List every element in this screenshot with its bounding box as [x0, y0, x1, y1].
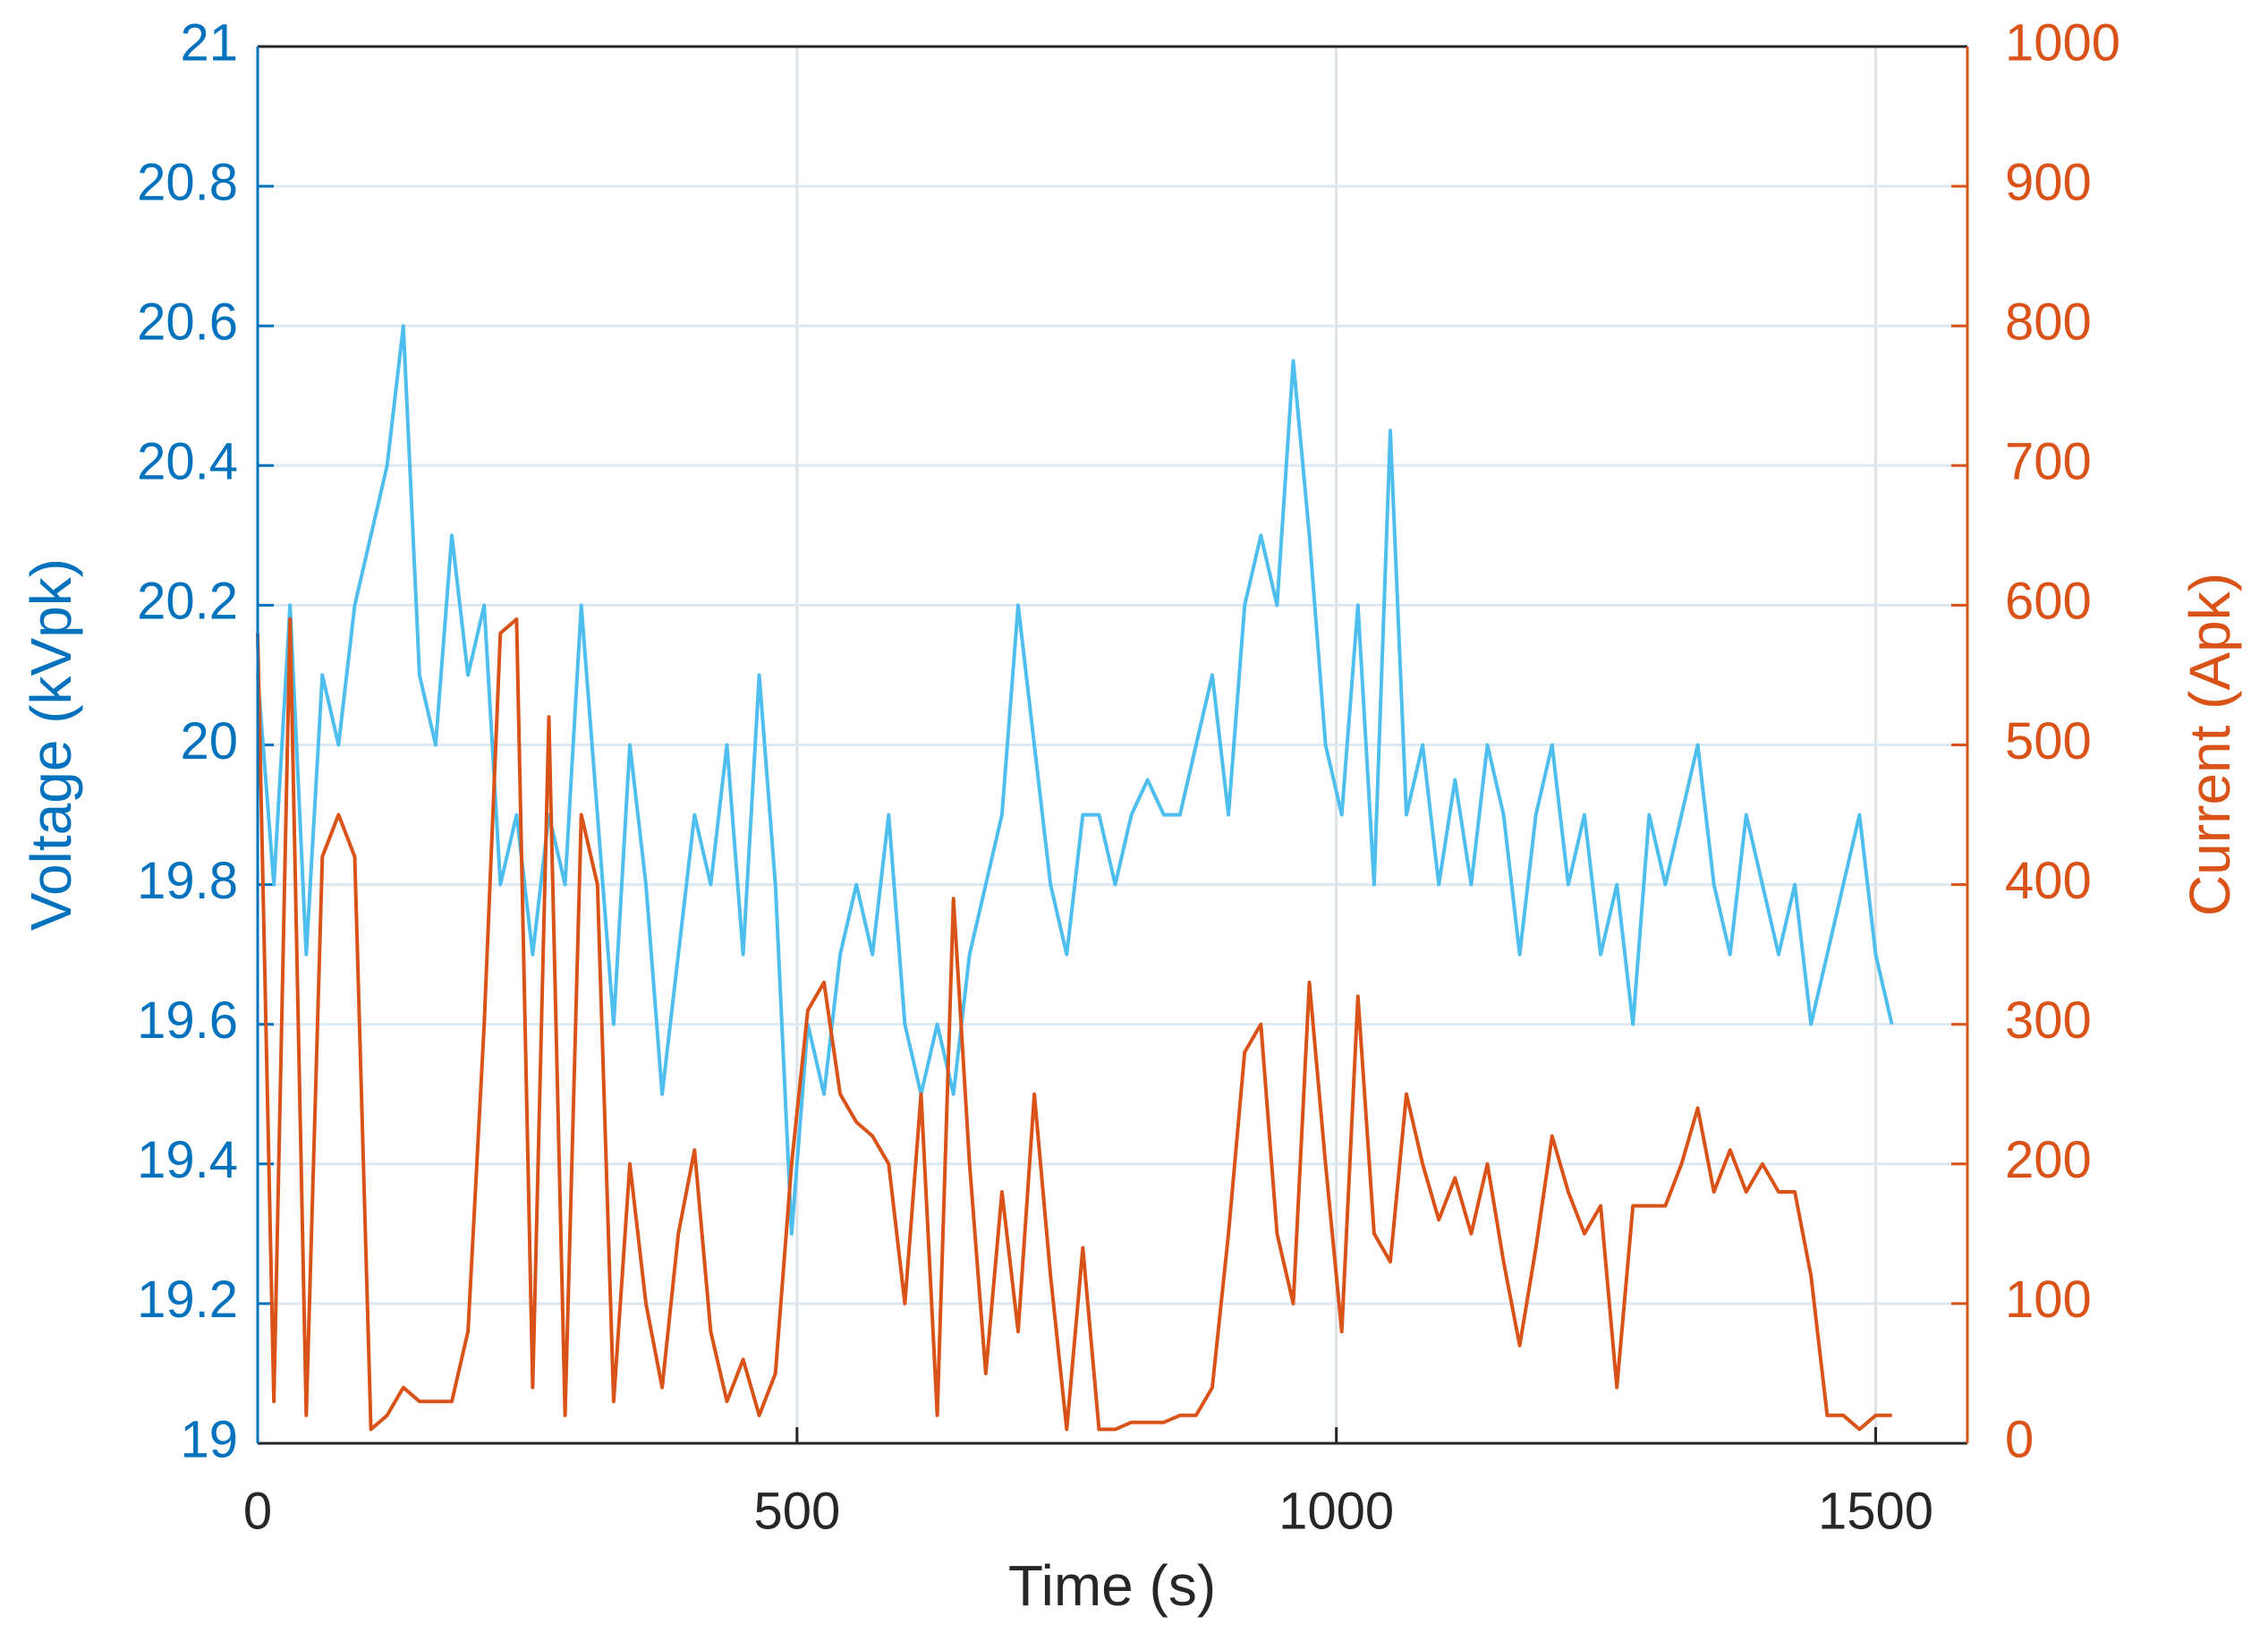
y2-axis-label: Current (Apk) — [2178, 573, 2242, 916]
y2-tick-label: 1000 — [2005, 13, 2120, 72]
y-tick-label: 20.6 — [137, 293, 238, 352]
y-tick-label: 20.4 — [137, 433, 238, 491]
y2-tick-label: 300 — [2005, 991, 2092, 1050]
y2-tick-label: 0 — [2005, 1410, 2034, 1468]
y-tick-label: 20.2 — [137, 573, 238, 631]
y-tick-label: 19 — [180, 1410, 238, 1468]
y-tick-label: 21 — [180, 13, 238, 72]
data-line — [256, 617, 1892, 1432]
y2-tick-label: 500 — [2005, 712, 2092, 770]
y2-tick-label: 400 — [2005, 852, 2092, 910]
y-tick-label: 19.4 — [137, 1131, 238, 1189]
y-tick-label: 20 — [180, 712, 238, 770]
y2-tick-label: 900 — [2005, 153, 2092, 211]
x-tick-label: 1000 — [1278, 1482, 1394, 1540]
y2-tick-label: 800 — [2005, 293, 2092, 352]
y-axis-label: Voltage (kVpk) — [19, 558, 83, 931]
data-line — [256, 324, 1894, 1236]
y2-tick-label: 200 — [2005, 1131, 2092, 1189]
y-tick-label: 19.2 — [137, 1271, 238, 1329]
y2-tick-label: 600 — [2005, 573, 2092, 631]
y2-tick-label: 100 — [2005, 1271, 2092, 1329]
x-tick-label: 1500 — [1818, 1482, 1933, 1540]
x-tick-label: 0 — [243, 1482, 272, 1540]
y-tick-label: 19.6 — [137, 991, 238, 1050]
y-tick-label: 19.8 — [137, 852, 238, 910]
x-axis-label: Time (s) — [1008, 1553, 1216, 1618]
x-tick-label: 500 — [753, 1482, 840, 1540]
y2-tick-label: 700 — [2005, 433, 2092, 491]
y-tick-label: 20.8 — [137, 153, 238, 211]
